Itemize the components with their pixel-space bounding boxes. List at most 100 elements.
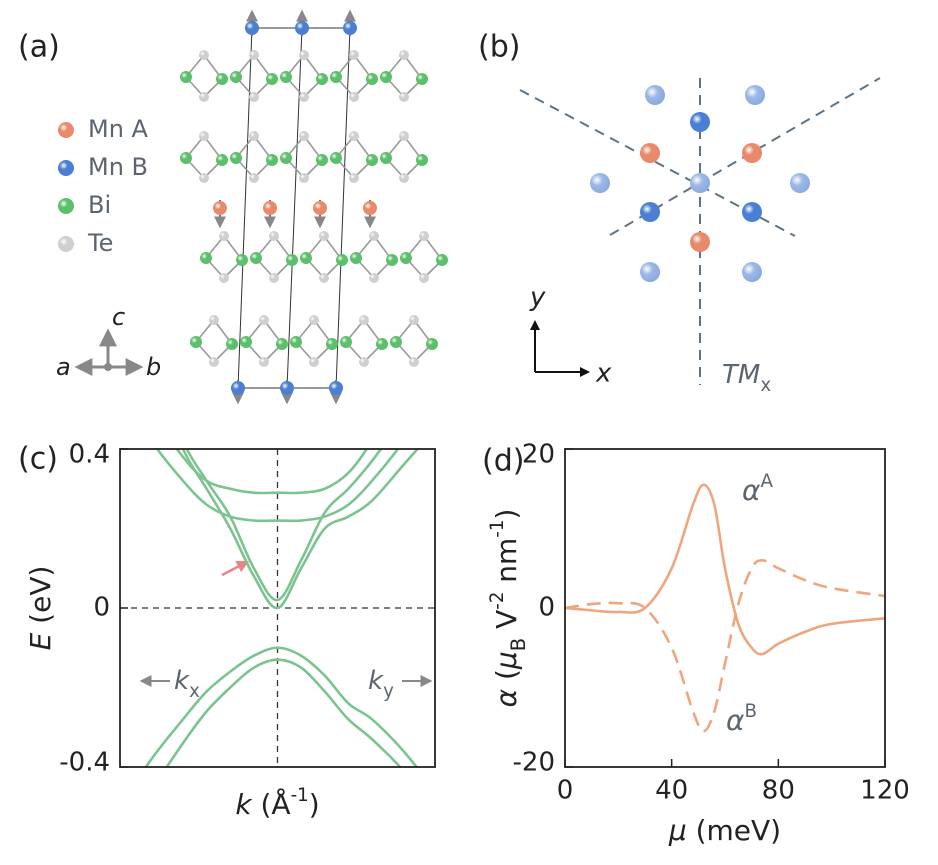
atom — [249, 92, 259, 102]
atom — [276, 338, 288, 350]
atom — [690, 112, 710, 132]
atom — [250, 252, 262, 264]
label-part: k — [368, 666, 384, 696]
label-part: A — [760, 471, 773, 492]
atom — [366, 73, 378, 85]
label-part: V — [490, 610, 523, 638]
y-axis-label: α (μB V-2 nm-1) — [487, 509, 531, 708]
label-part: x — [189, 681, 200, 702]
annotation: αB — [726, 701, 757, 738]
axis-label: x — [595, 359, 612, 389]
label-part: α — [490, 688, 523, 707]
atom — [590, 173, 610, 193]
atom — [319, 231, 329, 241]
atom — [742, 143, 762, 163]
legend-swatch — [58, 122, 74, 138]
atom — [216, 154, 228, 166]
x-tick-label: 0 — [557, 776, 574, 806]
atom — [245, 21, 259, 35]
atom — [742, 262, 762, 282]
atom — [350, 252, 362, 264]
atom — [299, 92, 309, 102]
legend-swatch — [58, 160, 74, 176]
atom — [299, 173, 309, 183]
label-part: (meV) — [687, 814, 781, 847]
atom — [340, 336, 352, 348]
atom — [209, 315, 219, 325]
panel-label: (c) — [18, 442, 58, 477]
atom — [263, 201, 277, 215]
x-axis-label: μ (meV) — [668, 814, 781, 847]
label-part: μ — [490, 651, 523, 670]
label-part: -1 — [291, 785, 309, 806]
axis-label: y — [529, 283, 546, 313]
annotation: kx — [174, 666, 200, 702]
y-tick-label: -20 — [513, 748, 555, 778]
atom — [180, 152, 192, 164]
panel-label: (a) — [18, 30, 60, 65]
x-tick-label: 40 — [655, 776, 688, 806]
atom — [376, 338, 388, 350]
atom — [645, 85, 665, 105]
atom — [266, 154, 278, 166]
data-line — [181, 449, 420, 610]
atom — [640, 262, 660, 282]
atom — [409, 357, 419, 367]
atom — [366, 154, 378, 166]
atom — [386, 254, 398, 266]
atom — [329, 381, 343, 395]
atom — [349, 131, 359, 141]
label-part: α — [726, 704, 745, 737]
y-tick-label: 20 — [522, 440, 555, 470]
atom — [269, 231, 279, 241]
atom — [219, 273, 229, 283]
data-line — [144, 646, 419, 767]
atom — [249, 50, 259, 60]
atom — [319, 273, 329, 283]
atom — [213, 201, 227, 215]
atom — [313, 201, 327, 215]
data-line — [175, 449, 369, 495]
mirror-label: TMx — [722, 360, 771, 396]
plot-frame — [119, 448, 436, 768]
atom — [380, 152, 392, 164]
axis-origin — [104, 363, 112, 371]
atom — [419, 231, 429, 241]
atom — [409, 315, 419, 325]
atom — [399, 50, 409, 60]
data-line — [165, 658, 402, 767]
atom — [316, 154, 328, 166]
legend-label: Mn A — [88, 115, 149, 143]
label-part: k — [174, 666, 190, 696]
atom — [745, 85, 765, 105]
atom — [299, 50, 309, 60]
atom — [419, 273, 429, 283]
atom — [309, 315, 319, 325]
atom — [330, 152, 342, 164]
y-axis-label: E (eV) — [24, 566, 57, 651]
atom — [219, 231, 229, 241]
atom — [230, 152, 242, 164]
atom — [209, 357, 219, 367]
label-part: ) — [490, 509, 523, 520]
atom — [349, 92, 359, 102]
atom — [200, 252, 212, 264]
atom — [359, 315, 369, 325]
atom — [259, 357, 269, 367]
atom — [295, 21, 309, 35]
atom — [249, 131, 259, 141]
atom — [690, 232, 710, 252]
atom — [330, 71, 342, 83]
atom — [236, 254, 248, 266]
axis-label: c — [112, 303, 125, 331]
atom — [280, 71, 292, 83]
atom — [280, 152, 292, 164]
atom — [326, 338, 338, 350]
atom — [742, 202, 762, 222]
panel-label: (b) — [478, 30, 520, 65]
atom — [640, 202, 660, 222]
label-part: B — [507, 638, 530, 651]
label-part: y — [383, 681, 394, 702]
x-tick-label: 120 — [860, 776, 910, 806]
